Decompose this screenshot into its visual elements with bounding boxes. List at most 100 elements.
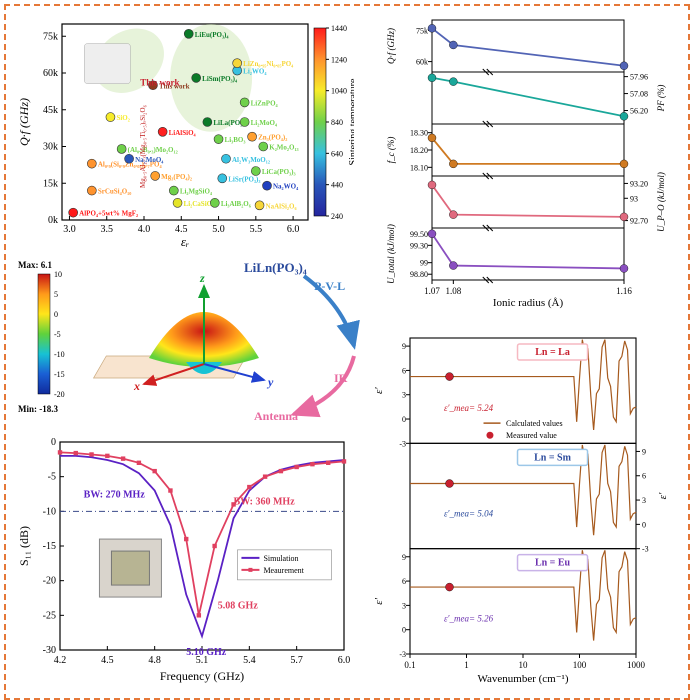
svg-text:640: 640 — [331, 149, 343, 158]
svg-text:57.08: 57.08 — [630, 90, 648, 99]
svg-text:9: 9 — [402, 553, 406, 562]
svg-text:10: 10 — [54, 270, 62, 279]
svg-text:1440: 1440 — [331, 24, 347, 33]
svg-text:Li₂MgSiO₄: Li₂MgSiO₄ — [180, 188, 213, 196]
svg-text:4.5: 4.5 — [101, 655, 114, 666]
svg-text:1000: 1000 — [627, 660, 646, 670]
svg-text:This work: This work — [140, 77, 179, 87]
svg-text:10: 10 — [519, 660, 529, 670]
svg-text:-15: -15 — [54, 370, 65, 379]
svg-text:3: 3 — [642, 496, 646, 505]
svg-text:18.30: 18.30 — [410, 129, 428, 138]
svg-text:0k: 0k — [48, 215, 58, 226]
svg-text:LiSr(PO₃)₃: LiSr(PO₃)₃ — [228, 175, 260, 183]
svg-text:Li₂WO₄: Li₂WO₄ — [243, 68, 267, 76]
svg-text:75k: 75k — [416, 26, 428, 35]
svg-text:240: 240 — [331, 212, 343, 221]
svg-text:93.20: 93.20 — [630, 179, 648, 188]
svg-text:5.0: 5.0 — [212, 224, 225, 235]
svg-text:LiEu(PO₃)₄: LiEu(PO₃)₄ — [195, 31, 230, 39]
svg-text:9: 9 — [402, 342, 406, 351]
svg-text:S₁₁ (dB): S₁₁ (dB) — [17, 526, 31, 566]
svg-text:PF (%): PF (%) — [656, 85, 666, 113]
svg-text:6: 6 — [402, 577, 406, 586]
svg-text:-10: -10 — [43, 506, 56, 517]
svg-text:(Al₀.₇B₀.₃)Mo₂O₁₂: (Al₀.₇B₀.₃)Mo₂O₁₂ — [128, 146, 178, 154]
svg-text:98.80: 98.80 — [410, 270, 428, 279]
svg-text:0: 0 — [54, 310, 58, 319]
svg-text:εᵣ: εᵣ — [181, 234, 189, 249]
svg-text:y: y — [266, 375, 274, 389]
svg-text:0: 0 — [51, 437, 56, 448]
svg-text:440: 440 — [331, 181, 343, 190]
svg-text:Min: -18.3: Min: -18.3 — [18, 404, 58, 414]
svg-text:4.0: 4.0 — [138, 224, 151, 235]
svg-text:BW: 270 MHz: BW: 270 MHz — [84, 489, 146, 500]
svg-text:3: 3 — [402, 601, 406, 610]
svg-text:45k: 45k — [43, 105, 58, 116]
svg-text:Li₂MoO₄: Li₂MoO₄ — [251, 119, 278, 127]
svg-text:ε′: ε′ — [657, 492, 669, 499]
svg-text:5.4: 5.4 — [243, 655, 256, 666]
svg-text:5.08 GHz: 5.08 GHz — [218, 600, 259, 611]
svg-text:1040: 1040 — [331, 87, 347, 96]
svg-text:30k: 30k — [43, 142, 58, 153]
svg-text:15k: 15k — [43, 178, 58, 189]
svg-text:1.08: 1.08 — [445, 286, 461, 296]
svg-text:Ln = Sm: Ln = Sm — [534, 452, 571, 463]
ir-svg: -30369ε′Ln = Laε′_mea= 5.24Calculated va… — [370, 330, 676, 686]
svg-text:-20: -20 — [43, 576, 56, 587]
svg-text:LiLn(PO₃)₄: LiLn(PO₃)₄ — [244, 260, 307, 275]
center-svg: Max: 6.11050-5-10-15-20Min: -18.3xyzLiLn… — [14, 256, 374, 426]
svg-text:56.20: 56.20 — [630, 107, 648, 116]
svg-text:92.70: 92.70 — [630, 217, 648, 226]
svg-text:SrCuSi₄O₁₀: SrCuSi₄O₁₀ — [98, 188, 132, 196]
svg-text:Simulation: Simulation — [263, 554, 298, 563]
svg-text:1.16: 1.16 — [616, 286, 632, 296]
scatter-panel: 3.03.54.04.55.05.56.00k15k30k45k60k75kεᵣ… — [14, 14, 354, 250]
svg-text:5: 5 — [54, 290, 58, 299]
svg-text:0: 0 — [402, 415, 406, 424]
svg-text:-5: -5 — [54, 330, 61, 339]
svg-text:x: x — [133, 379, 140, 393]
svg-text:1240: 1240 — [331, 55, 347, 64]
svg-text:99.30: 99.30 — [410, 241, 428, 250]
svg-text:ε′_mea= 5.04: ε′_mea= 5.04 — [444, 508, 494, 518]
svg-text:6: 6 — [642, 472, 646, 481]
s11-svg: 4.24.54.85.15.45.76.0-30-25-20-15-10-50F… — [14, 432, 354, 684]
svg-text:AlPO₄+5wt% MgF₂: AlPO₄+5wt% MgF₂ — [79, 210, 138, 218]
svg-text:0: 0 — [402, 626, 406, 635]
svg-text:LiZnPO₄: LiZnPO₄ — [251, 99, 279, 107]
svg-text:Frequency (GHz): Frequency (GHz) — [160, 669, 244, 683]
svg-text:6.0: 6.0 — [338, 655, 351, 666]
svg-text:-5: -5 — [48, 472, 56, 483]
svg-text:Ionic radius (Å): Ionic radius (Å) — [493, 297, 564, 309]
svg-text:BW: 360 MHz: BW: 360 MHz — [234, 496, 296, 507]
svg-text:-3: -3 — [399, 439, 406, 448]
svg-text:Li₃AlB₂O₆: Li₃AlB₂O₆ — [221, 200, 251, 208]
svg-text:Antenna: Antenna — [254, 409, 298, 423]
svg-text:3.5: 3.5 — [100, 224, 113, 235]
svg-text:U_P–O (kJ/mol): U_P–O (kJ/mol) — [656, 172, 666, 232]
svg-text:LiAlSiO₄: LiAlSiO₄ — [169, 129, 197, 137]
svg-text:ε′_mea= 5.24: ε′_mea= 5.24 — [444, 403, 494, 413]
radius-stack: 60k75kQ·f (GHz)56.2057.0857.96PF (%)18.1… — [382, 14, 674, 310]
svg-text:-25: -25 — [43, 610, 56, 621]
svg-text:18.20: 18.20 — [410, 146, 428, 155]
svg-text:99.50: 99.50 — [410, 230, 428, 239]
svg-text:3.0: 3.0 — [63, 224, 76, 235]
svg-text:-10: -10 — [54, 350, 65, 359]
svg-text:f_c (%): f_c (%) — [386, 137, 396, 164]
svg-text:5.5: 5.5 — [250, 224, 263, 235]
svg-text:57.96: 57.96 — [630, 73, 648, 82]
svg-text:0.1: 0.1 — [404, 660, 415, 670]
svg-text:Sintering temperature: Sintering temperature — [348, 78, 354, 165]
svg-text:z: z — [199, 271, 205, 285]
svg-text:Al₂W₃MoO₁₂: Al₂W₃MoO₁₂ — [232, 156, 270, 164]
svg-text:Na₂WO₄: Na₂WO₄ — [273, 183, 299, 191]
svg-text:840: 840 — [331, 118, 343, 127]
svg-text:Li₃BO₃: Li₃BO₃ — [225, 136, 246, 144]
svg-text:ε′: ε′ — [373, 597, 385, 604]
svg-text:IR: IR — [334, 371, 348, 385]
svg-text:U_total (kJ/mol): U_total (kJ/mol) — [386, 224, 396, 284]
